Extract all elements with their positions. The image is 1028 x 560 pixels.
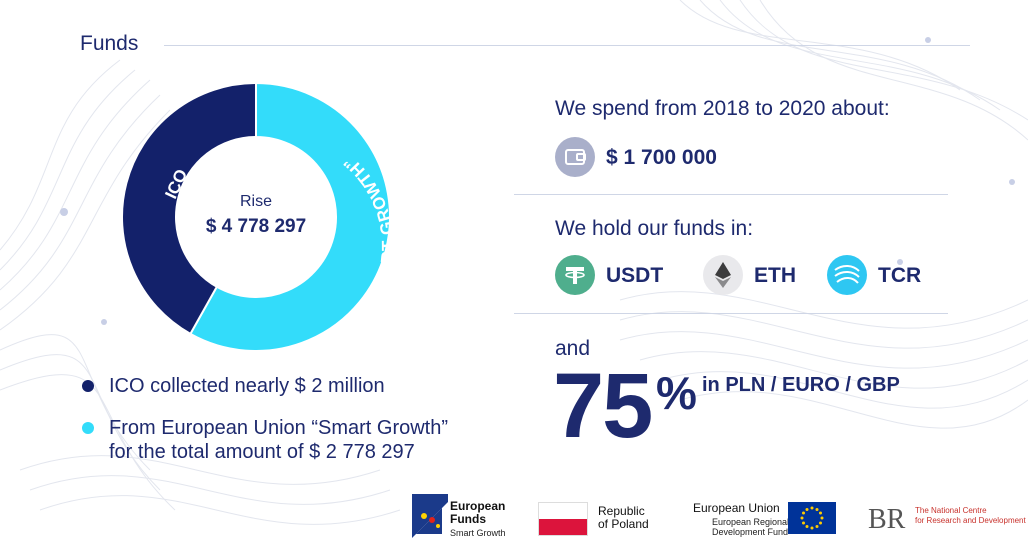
legend-dot-eu [82, 422, 94, 434]
eu-line1: European Union [693, 501, 780, 515]
wallet-icon [555, 137, 595, 177]
holdings-heading: We hold our funds in: [555, 217, 754, 240]
poland-flag [538, 502, 588, 536]
section-divider-1 [514, 194, 948, 195]
tether-icon [555, 255, 595, 295]
ncbr-logo: BR [866, 500, 910, 536]
donut-center-value: $ 4 778 297 [206, 216, 306, 237]
ncbr-line2: for Research and Development [915, 516, 1026, 525]
eu-funds-line3: Smart Growth [450, 528, 506, 538]
currencies-label: in PLN / EURO / GBP [702, 374, 900, 396]
funds-donut-chart: Rise $ 4 778 297 ICO EU “SMART GROWTH” [121, 82, 391, 352]
legend-text-ico: ICO collected nearly $ 2 million [109, 375, 385, 397]
percent-value: 75 [553, 355, 653, 457]
legend-text-eu: From European Union “Smart Growth” [109, 417, 449, 439]
legend-text-eu-line2: for the total amount of $ 2 778 297 [109, 441, 415, 463]
donut-slice-eu [189, 82, 391, 352]
ethereum-icon [703, 255, 743, 295]
coin-label-eth: ETH [754, 264, 796, 287]
section-divider-2 [514, 313, 948, 314]
poland-line2: of Poland [598, 517, 649, 531]
svg-text:BR: BR [868, 504, 906, 535]
eu-funds-logo [412, 494, 448, 538]
legend-dot-ico [82, 380, 94, 392]
coin-label-usdt: USDT [606, 264, 664, 287]
spend-amount: $ 1 700 000 [606, 146, 717, 169]
coin-label-tcr: TCR [878, 264, 922, 287]
spend-heading: We spend from 2018 to 2020 about: [555, 97, 890, 120]
ncbr-line1: The National Centre [915, 506, 987, 515]
eu-flag [788, 502, 836, 534]
eu-line3: Development Fund [712, 527, 789, 537]
eu-funds-line2: Funds [450, 512, 486, 526]
page-title: Funds [80, 32, 139, 55]
eu-line2: European Regional [712, 517, 790, 527]
poland-line1: Republic [598, 504, 645, 518]
eu-funds-line1: European [450, 499, 506, 513]
donut-center-label: Rise [240, 193, 272, 210]
tcr-icon [827, 255, 867, 295]
donut-slice-ico [121, 82, 257, 336]
title-divider [164, 45, 970, 46]
percent-sign: % [656, 367, 697, 419]
and-label: and [555, 337, 591, 360]
